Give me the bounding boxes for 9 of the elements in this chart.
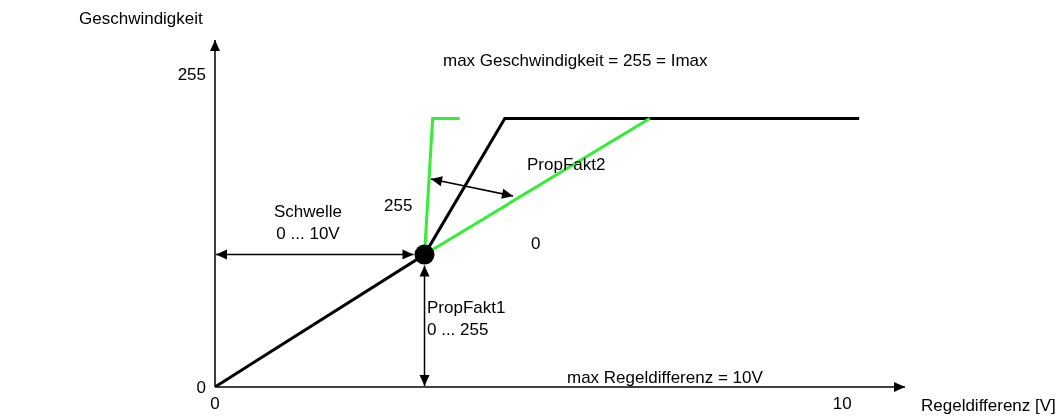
annotation: max Regeldifferenz = 10V (567, 368, 764, 387)
annotation: Schwelle 0 ... 10V (274, 202, 343, 244)
annotation: max Geschwindigkeit = 255 = Imax (443, 51, 709, 70)
annotation: 255 (384, 196, 413, 215)
annotation: 0 (531, 234, 541, 253)
y-axis-title: Geschwindigkeit (79, 9, 204, 28)
annotation: PropFakt1 0 ... 255 (427, 298, 506, 340)
x-tick-label: 10 (832, 394, 852, 413)
x-axis-title: Regeldifferenz [V] (921, 396, 1056, 415)
